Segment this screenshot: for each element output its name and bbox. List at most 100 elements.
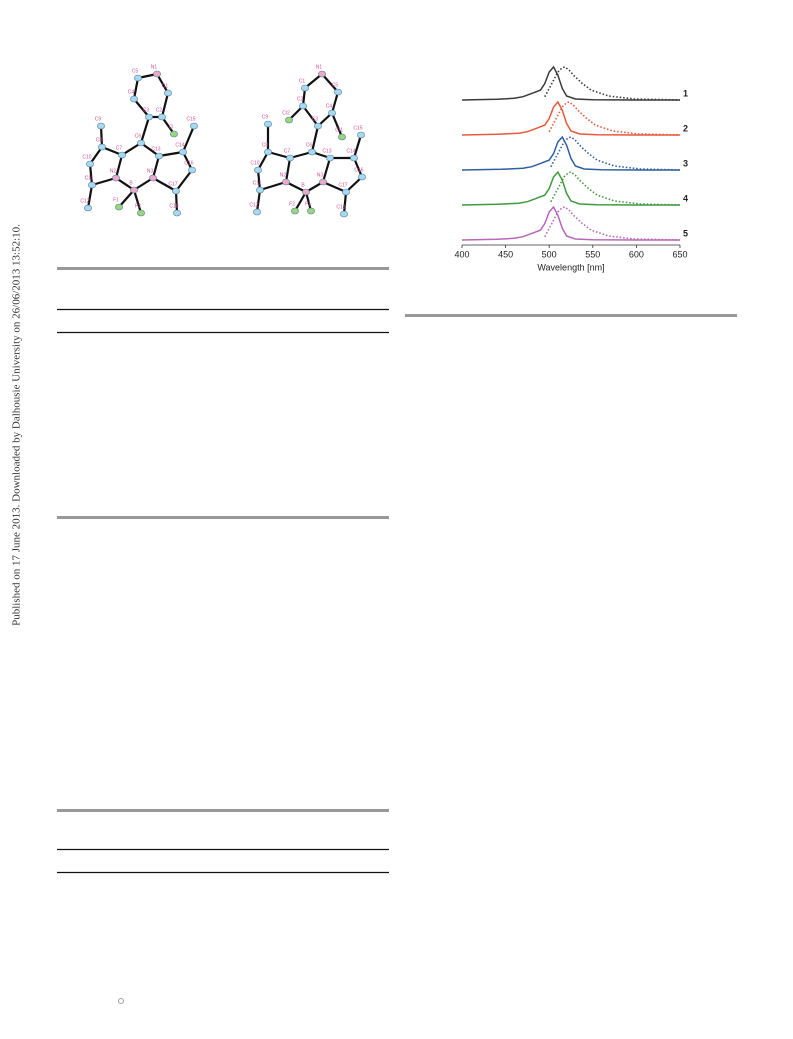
atom-label: C11 — [85, 175, 94, 181]
atom-label: N1 — [316, 64, 323, 70]
atom — [340, 210, 348, 218]
atom-label: C15 — [353, 125, 362, 131]
atom — [97, 122, 105, 130]
atom-label: C14 — [346, 148, 355, 154]
bond — [256, 169, 262, 191]
atom — [190, 122, 198, 130]
atom — [264, 148, 272, 156]
atom — [319, 178, 327, 186]
atom — [158, 113, 166, 121]
atom-label: C9 — [95, 116, 102, 122]
bond — [152, 177, 177, 192]
atom — [88, 181, 96, 189]
atom-label: F2 — [135, 203, 141, 209]
atom — [153, 70, 161, 78]
bond — [255, 189, 262, 213]
atom-label: C16 — [184, 160, 193, 166]
emission-line — [550, 171, 681, 206]
atom-label: C8 — [96, 137, 103, 143]
bond — [181, 125, 196, 153]
atom-label: C11 — [253, 180, 262, 186]
bond — [133, 98, 150, 118]
sidebar: Published on 17 June 2013. Downloaded by… — [11, 224, 23, 626]
series-label: 5 — [683, 228, 688, 238]
atom — [188, 166, 196, 174]
bond — [160, 92, 170, 118]
bond — [88, 163, 94, 186]
atom — [350, 154, 358, 162]
atom — [286, 154, 294, 162]
bond — [322, 180, 347, 194]
absorption-line — [461, 205, 680, 241]
atom-label: C6 — [135, 133, 142, 139]
atom-label: C16 — [354, 167, 363, 173]
atom-label: C12 — [80, 198, 89, 204]
atom — [282, 178, 290, 186]
atom-label: N2 — [110, 168, 117, 174]
atom — [134, 74, 142, 82]
mark — [118, 998, 124, 1004]
atom — [342, 188, 350, 196]
atom-label: C13 — [151, 146, 160, 152]
atom-label: C14 — [175, 142, 184, 148]
atom-label: C17 — [168, 181, 177, 187]
atom-label: C4 — [128, 89, 135, 95]
atom-label: C10 — [82, 154, 91, 160]
x-tick-label: 400 — [454, 249, 469, 259]
crystal-structure: N1 C1 C5 C2 C4 C3 Cl2 Cl1 C15 C9 C6 C7 C8 C13 C14 C10 C1… — [249, 64, 366, 218]
atom-label: N1 — [151, 64, 158, 70]
atom-label: C12 — [249, 202, 258, 208]
series-label: 1 — [683, 88, 688, 98]
atom — [84, 204, 92, 212]
atom-label: C8 — [262, 142, 269, 148]
atom-label: C3 — [312, 116, 319, 122]
atom — [145, 113, 153, 121]
atom — [179, 148, 187, 156]
atom — [164, 89, 172, 97]
atom — [358, 173, 366, 181]
atom — [285, 116, 293, 124]
atom-label: F1 — [113, 197, 119, 203]
atom-label: C9 — [262, 114, 269, 120]
atom-label: N3 — [317, 172, 324, 178]
atom — [149, 174, 157, 182]
bond — [321, 157, 332, 183]
atom-label: C5 — [332, 82, 339, 88]
atom-label: B — [129, 180, 133, 186]
atom — [170, 130, 178, 138]
atom — [357, 131, 365, 139]
atom-label: Cl1 — [335, 127, 343, 133]
x-axis-label: Wavelength [nm] — [537, 262, 604, 272]
bond — [118, 189, 135, 208]
absorption-line — [461, 170, 680, 206]
bond — [86, 184, 94, 209]
atom — [326, 154, 334, 162]
bond — [139, 116, 151, 144]
atom-label: C6 — [306, 142, 313, 148]
atom-label: F2 — [289, 201, 295, 207]
absorption-line — [461, 65, 680, 101]
absorption-line — [461, 135, 680, 171]
atom-label: C18 — [169, 203, 178, 209]
atom — [307, 207, 315, 215]
bond — [294, 191, 307, 212]
atom — [328, 109, 336, 117]
atom-label: C5 — [132, 68, 139, 74]
atom-label: C18 — [336, 204, 345, 210]
atom — [155, 152, 163, 160]
atom — [173, 209, 181, 217]
atom — [334, 88, 342, 96]
atom — [301, 84, 309, 92]
x-tick-label: 500 — [542, 249, 557, 259]
atom — [172, 187, 180, 195]
x-tick-label: 450 — [498, 249, 513, 259]
atom-label: C2 — [156, 107, 163, 113]
atom — [130, 186, 138, 194]
series-label: 2 — [683, 123, 688, 133]
emission-line — [548, 101, 681, 136]
atom-label: C4 — [326, 103, 333, 109]
bond — [342, 191, 348, 215]
atom-label: N3 — [147, 168, 154, 174]
